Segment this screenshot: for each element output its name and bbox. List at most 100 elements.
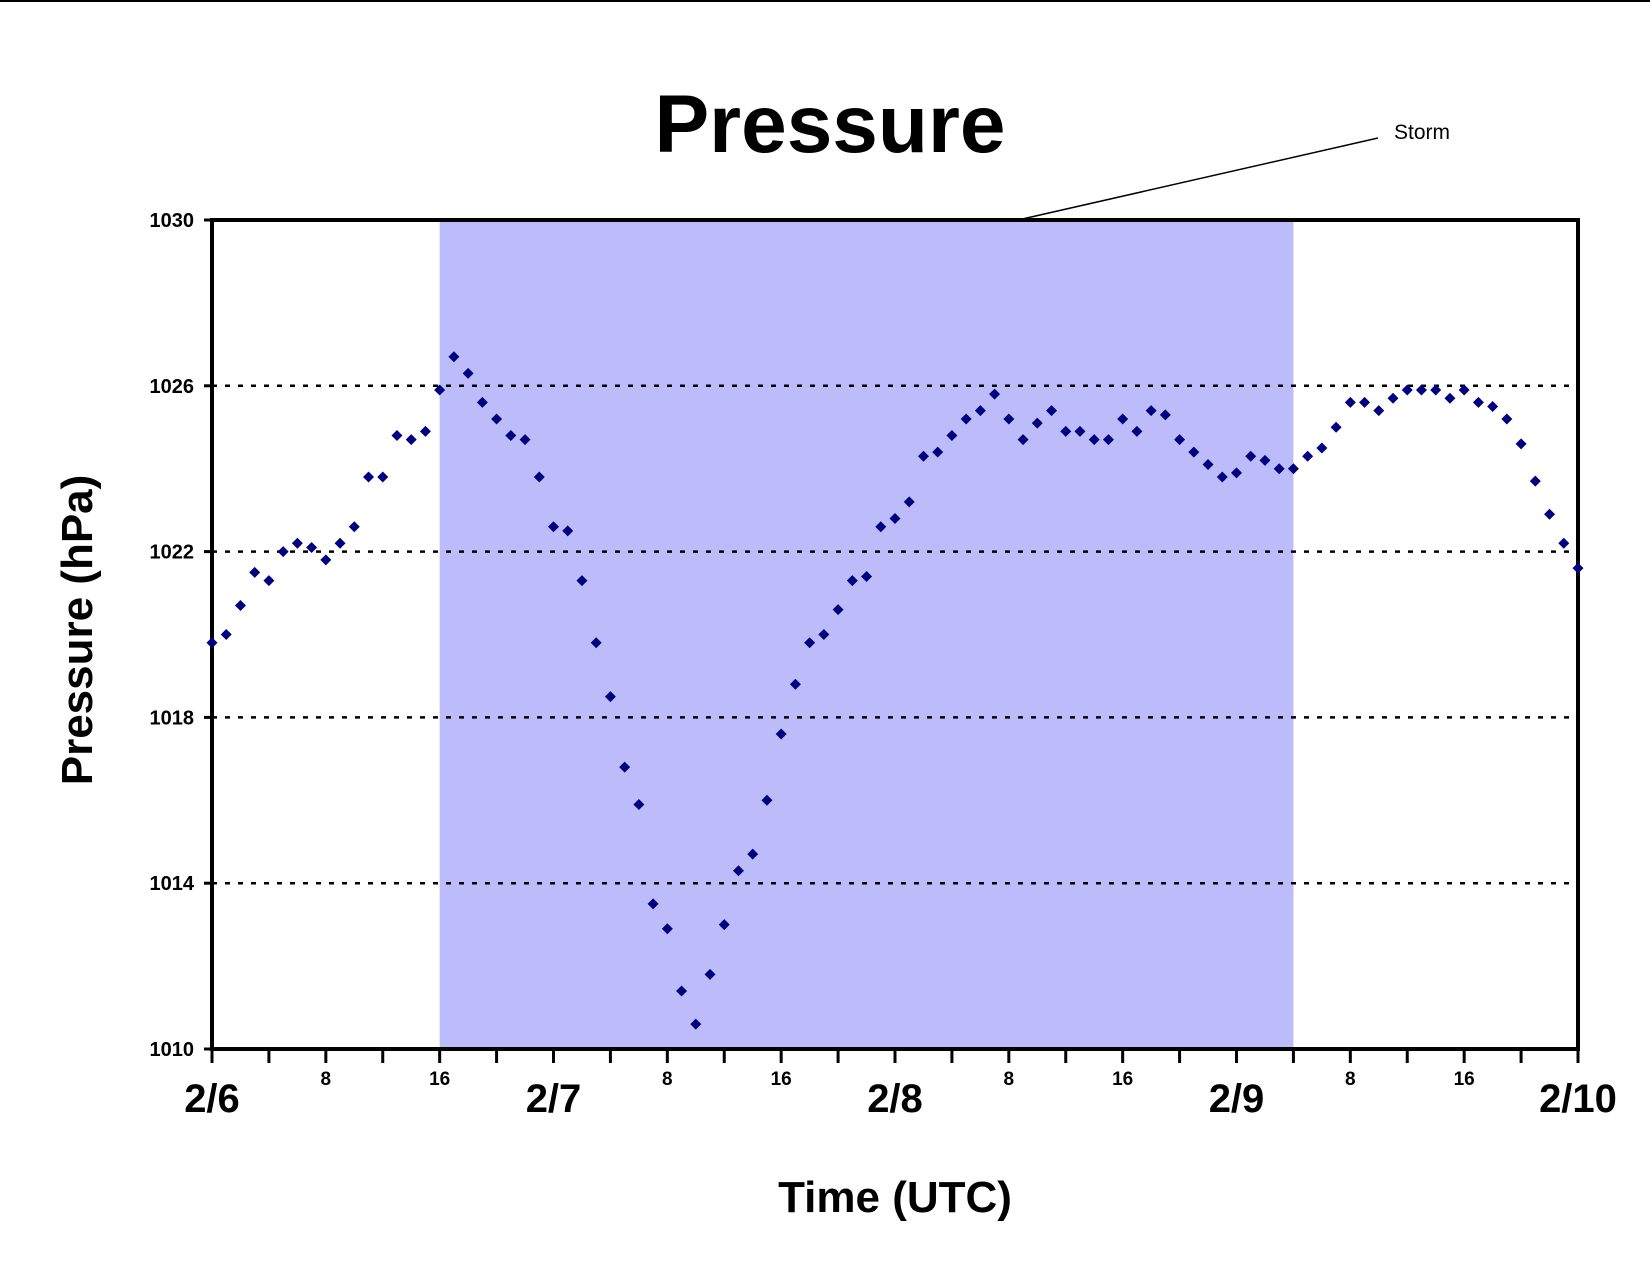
data-point xyxy=(291,537,303,549)
storm-callout-line xyxy=(1017,137,1379,221)
data-point xyxy=(604,691,616,703)
y-tick-label: 1014 xyxy=(150,873,195,895)
top-border-line xyxy=(0,0,1650,2)
data-point xyxy=(1074,425,1086,437)
data-point xyxy=(761,794,773,806)
data-point xyxy=(1302,450,1314,462)
data-point xyxy=(548,521,559,533)
data-point xyxy=(1344,396,1356,408)
data-point xyxy=(1544,508,1556,520)
y-axis-ticks: 1010 1014 1018 1022 1026 1030 xyxy=(150,210,212,1061)
data-point xyxy=(1501,413,1513,425)
x-day-label: 2/10 xyxy=(1539,1077,1617,1121)
y-tick-label: 1010 xyxy=(150,1039,195,1061)
data-point xyxy=(732,865,744,877)
data-point xyxy=(789,678,801,690)
storm-annotation-label: Storm xyxy=(1394,121,1450,144)
x-axis-label: Time (UTC) xyxy=(778,1173,1012,1222)
data-point xyxy=(1287,463,1299,475)
data-point xyxy=(434,384,446,396)
data-point xyxy=(1102,434,1114,446)
data-point xyxy=(1273,463,1285,475)
data-point xyxy=(917,450,929,462)
data-point xyxy=(1401,384,1413,396)
data-point xyxy=(1259,454,1271,466)
data-point xyxy=(946,430,958,442)
data-point xyxy=(747,848,759,860)
data-point xyxy=(832,604,844,616)
data-point xyxy=(1387,392,1399,404)
data-point xyxy=(1415,384,1427,396)
data-point xyxy=(505,430,517,442)
data-point xyxy=(1017,434,1029,446)
x-hour-label: 8 xyxy=(1004,1069,1015,1090)
data-point xyxy=(562,525,574,537)
data-point xyxy=(1316,442,1328,454)
data-point xyxy=(590,637,602,649)
data-point xyxy=(234,599,246,611)
data-point xyxy=(1558,537,1570,549)
y-tick-label: 1022 xyxy=(150,542,195,564)
data-point xyxy=(932,446,944,458)
x-axis-ticks: 2/6 8 16 2/7 8 16 2/8 8 16 2/9 8 16 2/10 xyxy=(184,1049,1617,1121)
data-point xyxy=(974,405,986,417)
x-day-label: 2/9 xyxy=(1209,1077,1265,1121)
data-point xyxy=(1430,384,1442,396)
data-point xyxy=(1031,417,1043,429)
data-point xyxy=(334,537,346,549)
data-point xyxy=(846,575,858,587)
data-point xyxy=(1202,459,1214,471)
x-day-label: 2/7 xyxy=(526,1077,582,1121)
data-point xyxy=(533,471,545,483)
data-point xyxy=(1444,392,1456,404)
data-point xyxy=(1145,405,1157,417)
data-point xyxy=(989,388,1001,400)
x-day-label: 2/8 xyxy=(867,1077,923,1121)
data-point xyxy=(206,637,218,649)
data-point xyxy=(647,898,659,910)
data-point xyxy=(619,761,631,773)
data-point xyxy=(476,396,488,408)
x-hour-label: 16 xyxy=(429,1069,450,1090)
data-point xyxy=(1174,434,1186,446)
x-hour-label: 8 xyxy=(1345,1069,1356,1090)
data-point xyxy=(1515,438,1527,450)
data-point xyxy=(1088,434,1100,446)
data-point xyxy=(1046,405,1058,417)
data-point xyxy=(377,471,389,483)
data-point xyxy=(1487,401,1499,413)
data-point xyxy=(1529,475,1541,487)
data-point xyxy=(491,413,503,425)
y-axis-label: Pressure (hPa) xyxy=(53,475,102,786)
data-point xyxy=(363,471,375,483)
data-point xyxy=(263,575,275,587)
data-point xyxy=(1458,384,1470,396)
data-point xyxy=(277,546,289,558)
data-point xyxy=(1330,421,1342,433)
data-point xyxy=(405,434,417,446)
data-point xyxy=(462,367,474,379)
data-point xyxy=(804,637,816,649)
data-point xyxy=(960,413,972,425)
chart-title: Pressure xyxy=(654,79,1005,170)
data-point xyxy=(1572,562,1584,574)
data-point xyxy=(1060,425,1072,437)
data-point xyxy=(249,566,261,578)
data-points xyxy=(206,351,1584,1030)
data-point xyxy=(676,985,688,997)
data-point xyxy=(519,434,531,446)
data-point xyxy=(718,919,730,931)
data-point xyxy=(1359,396,1371,408)
data-point xyxy=(1373,405,1385,417)
storm-shaded-region xyxy=(439,220,1294,1049)
data-point xyxy=(320,554,332,566)
data-point xyxy=(661,923,673,935)
data-point xyxy=(633,798,645,810)
data-point xyxy=(448,351,460,363)
data-point xyxy=(348,521,360,533)
data-point xyxy=(1188,446,1200,458)
y-tick-label: 1018 xyxy=(150,707,195,729)
x-hour-label: 16 xyxy=(1454,1069,1475,1090)
data-point xyxy=(391,430,403,442)
